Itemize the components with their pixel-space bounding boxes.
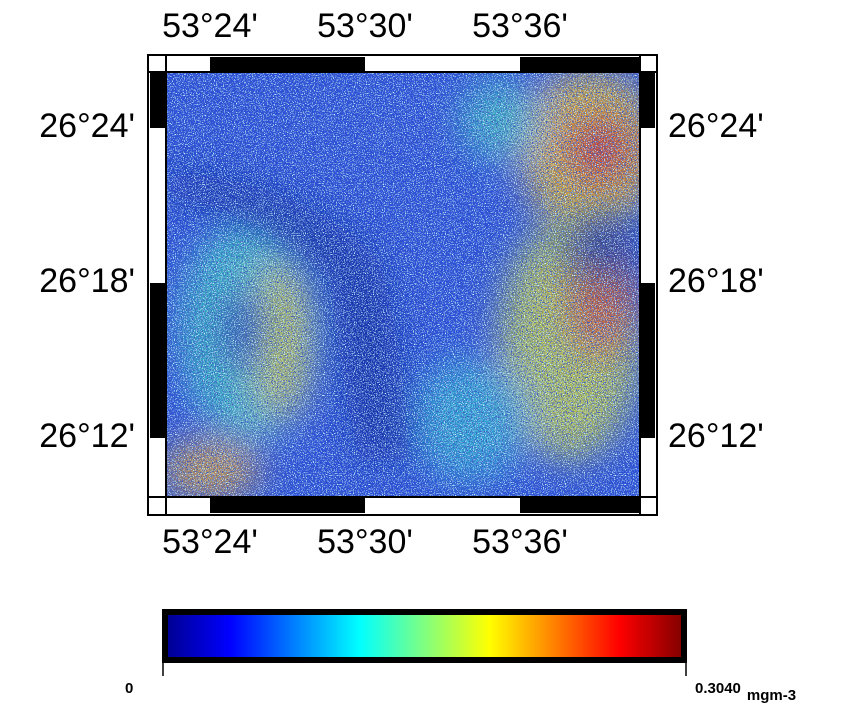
latitude-label: 26°24' [668, 107, 764, 145]
latitude-label: 26°12' [668, 417, 764, 455]
latitude-label: 26°18' [39, 262, 135, 300]
colorbar [162, 609, 687, 663]
latitude-label: 26°18' [668, 262, 764, 300]
latitude-label: 26°12' [39, 417, 135, 455]
latitude-label: 26°24' [39, 107, 135, 145]
longitude-label: 53°36' [472, 7, 568, 45]
colorbar-tick-label: 0 [125, 680, 133, 697]
longitude-label: 53°36' [472, 523, 568, 561]
colorbar-tick-label: 0.3040 [695, 680, 741, 697]
colorbar-unit: mgm-3 [747, 687, 796, 704]
longitude-label: 53°24' [162, 7, 258, 45]
longitude-label: 53°24' [162, 523, 258, 561]
longitude-label: 53°30' [317, 7, 413, 45]
chlorophyll-raster [166, 72, 640, 497]
map-frame [147, 54, 658, 516]
longitude-label: 53°30' [317, 523, 413, 561]
